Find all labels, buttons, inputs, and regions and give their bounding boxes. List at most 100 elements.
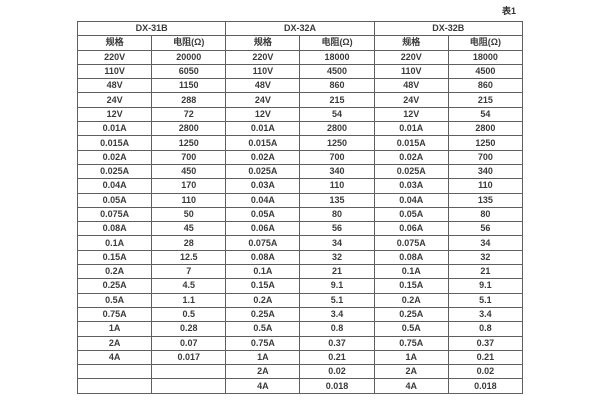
spec-cell: 0.02A	[373, 149, 449, 165]
spec-cell: 4A	[373, 378, 449, 394]
resistance-cell: 50	[151, 206, 227, 223]
spec-cell: 0.75A	[76, 306, 153, 323]
resistance-cell: 0.02	[447, 364, 524, 380]
resistance-cell: 4500	[447, 63, 524, 80]
spec-cell: 4A	[76, 349, 153, 366]
spec-cell: 0.01A	[76, 121, 153, 137]
table-row: 110V 6050 110V 4500 110V 4500	[76, 63, 524, 80]
resistance-cell: 215	[447, 92, 524, 108]
resistance-cell: 45	[151, 221, 227, 237]
resistance-cell: 2800	[299, 121, 375, 137]
spec-cell: 0.25A	[225, 306, 301, 323]
spec-cell	[76, 364, 153, 380]
spec-cell: 220V	[76, 49, 153, 65]
resistance-cell: 0.21	[299, 349, 375, 366]
resistance-cell: 860	[299, 78, 375, 94]
table-row: 2A 0.07 0.75A 0.37 0.75A 0.37	[76, 335, 524, 351]
spec-cell: 0.25A	[373, 306, 449, 323]
resistance-cell: 1.1	[151, 292, 227, 308]
resistance-cell: 1250	[151, 135, 227, 151]
resistance-cell: 18000	[447, 49, 524, 65]
column-header-row: 规格 电阻(Ω) 规格 电阻(Ω) 规格 电阻(Ω)	[76, 35, 524, 51]
spec-cell: 0.025A	[225, 163, 301, 180]
group-header-dx-32a: DX-32A	[225, 20, 375, 37]
resistance-cell: 56	[447, 221, 524, 237]
resistance-cell: 170	[151, 178, 227, 194]
group-header-dx-32b: DX-32B	[373, 20, 524, 37]
resistance-cell: 0.02	[299, 364, 375, 380]
spec-cell: 0.03A	[373, 178, 449, 194]
resistance-cell: 700	[299, 149, 375, 165]
spec-cell: 24V	[373, 92, 449, 108]
table-row: 0.5A 1.1 0.2A 5.1 0.2A 5.1	[76, 292, 524, 308]
resistance-cell: 0.018	[447, 378, 524, 394]
spec-cell: 0.04A	[76, 178, 153, 194]
spec-cell: 0.08A	[373, 249, 449, 266]
spec-cell: 24V	[225, 92, 301, 108]
resistance-cell: 110	[299, 178, 375, 194]
resistance-cell: 4.5	[151, 278, 227, 294]
spec-cell: 220V	[373, 49, 449, 65]
resistance-column-header: 电阻(Ω)	[447, 35, 524, 51]
spec-cell: 0.1A	[373, 264, 449, 280]
resistance-cell: 340	[299, 163, 375, 180]
spec-cell: 48V	[225, 78, 301, 94]
resistance-cell: 1150	[151, 78, 227, 94]
resistance-cell: 20000	[151, 49, 227, 65]
spec-cell: 0.02A	[225, 149, 301, 165]
table-row: 0.05A 110 0.04A 135 0.04A 135	[76, 192, 524, 208]
spec-cell: 0.075A	[225, 235, 301, 251]
resistance-cell: 110	[151, 192, 227, 208]
table-row: 0.1A 28 0.075A 34 0.075A 34	[76, 235, 524, 251]
spec-cell: 110V	[373, 63, 449, 80]
resistance-cell: 32	[447, 249, 524, 266]
spec-cell: 2A	[373, 364, 449, 380]
table-row: 4A 0.017 1A 0.21 1A 0.21	[76, 349, 524, 366]
spec-cell: 0.05A	[373, 206, 449, 223]
spec-cell: 0.06A	[373, 221, 449, 237]
resistance-cell: 2800	[151, 121, 227, 137]
table-row: 2A 0.02 2A 0.02	[76, 364, 524, 380]
spec-cell: 0.06A	[225, 221, 301, 237]
resistance-cell: 9.1	[447, 278, 524, 294]
spec-cell: 0.5A	[373, 321, 449, 337]
resistance-cell: 80	[299, 206, 375, 223]
resistance-cell: 135	[447, 192, 524, 208]
resistance-cell	[151, 378, 227, 394]
spec-cell: 0.75A	[373, 335, 449, 351]
resistance-cell: 135	[299, 192, 375, 208]
spec-cell: 12V	[76, 106, 153, 123]
spec-column-header: 规格	[76, 35, 153, 51]
resistance-cell: 0.28	[151, 321, 227, 337]
table-row: 220V 20000 220V 18000 220V 18000	[76, 49, 524, 65]
group-header-row: DX-31B DX-32A DX-32B	[76, 20, 524, 37]
spec-cell: 1A	[373, 349, 449, 366]
spec-cell: 0.02A	[76, 149, 153, 165]
spec-cell: 0.025A	[373, 163, 449, 180]
spec-cell: 0.015A	[225, 135, 301, 151]
spec-cell: 0.75A	[225, 335, 301, 351]
resistance-cell: 5.1	[299, 292, 375, 308]
resistance-cell: 6050	[151, 63, 227, 80]
spec-cell: 110V	[225, 63, 301, 80]
table-row: 0.02A 700 0.02A 700 0.02A 700	[76, 149, 524, 165]
resistance-cell: 340	[447, 163, 524, 180]
spec-cell: 0.075A	[76, 206, 153, 223]
resistance-cell: 0.37	[447, 335, 524, 351]
table-row: 0.025A 450 0.025A 340 0.025A 340	[76, 163, 524, 180]
resistance-cell: 2800	[447, 121, 524, 137]
table-row: 24V 288 24V 215 24V 215	[76, 92, 524, 108]
resistance-cell: 0.017	[151, 349, 227, 366]
spec-cell: 0.08A	[225, 249, 301, 266]
resistance-cell: 9.1	[299, 278, 375, 294]
resistance-cell: 12.5	[151, 249, 227, 266]
table-row: 0.015A 1250 0.015A 1250 0.015A 1250	[76, 135, 524, 151]
resistance-cell: 0.018	[299, 378, 375, 394]
resistance-cell: 54	[447, 106, 524, 123]
spec-cell: 1A	[225, 349, 301, 366]
resistance-cell: 72	[151, 106, 227, 123]
spec-cell: 0.15A	[373, 278, 449, 294]
spec-cell	[76, 378, 153, 394]
table-row: 0.08A 45 0.06A 56 0.06A 56	[76, 221, 524, 237]
resistance-cell: 860	[447, 78, 524, 94]
